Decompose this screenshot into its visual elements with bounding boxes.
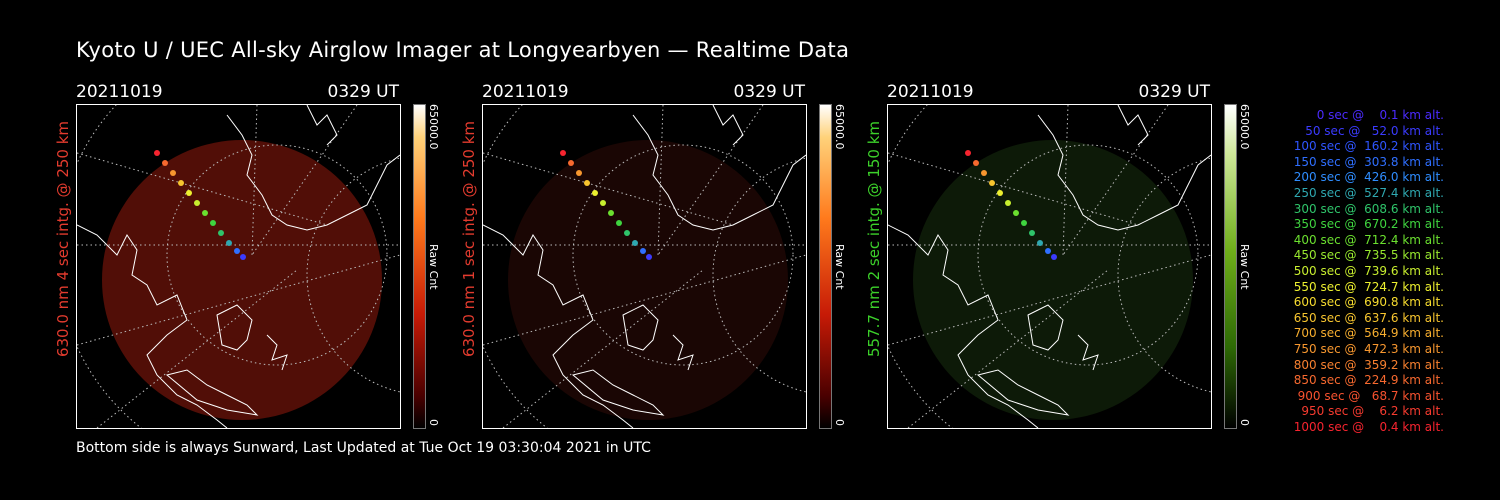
- legend-row: 550 sec @ 724.7 km alt.: [1293, 279, 1444, 294]
- legend-row: 300 sec @ 608.6 km alt.: [1293, 201, 1444, 216]
- panel-1-image: [76, 104, 401, 429]
- panel-1-cbar-min: 0: [427, 419, 440, 426]
- panel-3-map: [888, 105, 1211, 428]
- panel-1-cbar-unit: Raw Cnt: [427, 244, 440, 290]
- panel-3-time: 0329 UT: [1138, 82, 1211, 102]
- panel-2-time: 0329 UT: [733, 82, 806, 102]
- airglow-field: [508, 140, 788, 420]
- panel-1-date: 20211019: [76, 82, 163, 102]
- trajectory: [154, 150, 246, 260]
- legend-row: 50 sec @ 52.0 km alt.: [1305, 123, 1444, 138]
- legend-row: 950 sec @ 6.2 km alt.: [1301, 404, 1444, 419]
- legend-row: 350 sec @ 670.2 km alt.: [1293, 217, 1444, 232]
- panel-2-image: [482, 104, 807, 429]
- legend-row: 500 sec @ 739.6 km alt.: [1293, 264, 1444, 278]
- panel-1-time: 0329 UT: [327, 82, 400, 102]
- legend-row: 200 sec @ 426.0 km alt.: [1293, 170, 1444, 185]
- panel-3-image: [887, 104, 1212, 429]
- legend-row: 150 sec @ 303.8 km alt.: [1293, 154, 1444, 169]
- legend-row: 600 sec @ 690.8 km alt.: [1293, 295, 1444, 310]
- panel-3-date: 20211019: [887, 82, 974, 102]
- panel-2-map: [483, 105, 806, 428]
- altitude-legend: 0 sec @ 0.1 km alt. 50 sec @ 52.0 km alt.…: [1212, 108, 1444, 438]
- panel-1-colorbar: [413, 104, 426, 429]
- trajectory: [560, 150, 652, 260]
- panel-1-ylabel: 630.0 nm 4 sec intg. @ 250 km: [54, 120, 72, 358]
- grid-lines: [77, 105, 400, 428]
- coastline: [888, 105, 1211, 428]
- legend-row: 900 sec @ 68.7 km alt.: [1297, 388, 1444, 403]
- panel-2-cbar-min: 0: [833, 419, 846, 426]
- legend-row: 750 sec @ 472.3 km alt.: [1293, 342, 1444, 356]
- legend-row: 650 sec @ 637.6 km alt.: [1293, 310, 1444, 325]
- coastline: [483, 105, 806, 428]
- panel-2-ylabel: 630.0 nm 1 sec intg. @ 250 km: [460, 120, 478, 358]
- legend-row: 800 sec @ 359.2 km alt.: [1293, 357, 1444, 372]
- legend-row: 100 sec @ 160.2 km alt.: [1293, 139, 1444, 154]
- legend-row: 0 sec @ 0.1 km alt.: [1316, 108, 1444, 122]
- legend-row: 1000 sec @ 0.4 km alt.: [1293, 420, 1444, 434]
- coastline: [77, 105, 400, 428]
- legend-row: 700 sec @ 564.9 km alt.: [1293, 326, 1444, 341]
- panel-3-colorbar: [1224, 104, 1237, 429]
- panel-1-cbar-max: 65000.0: [427, 104, 440, 150]
- legend-row: 250 sec @ 527.4 km alt.: [1293, 186, 1444, 200]
- panel-2-cbar-max: 65000.0: [833, 104, 846, 150]
- panel-2-colorbar: [819, 104, 832, 429]
- grid-lines: [888, 105, 1211, 428]
- airglow-field: [102, 140, 382, 420]
- airglow-field: [913, 140, 1193, 420]
- panel-2-date: 20211019: [482, 82, 569, 102]
- legend-row: 450 sec @ 735.5 km alt.: [1293, 248, 1444, 263]
- page-title: Kyoto U / UEC All-sky Airglow Imager at …: [76, 38, 850, 62]
- panel-2-cbar-unit: Raw Cnt: [833, 244, 846, 290]
- footer-note: Bottom side is always Sunward, Last Upda…: [76, 440, 651, 456]
- panel-1-map: [77, 105, 400, 428]
- legend-row: 400 sec @ 712.4 km alt.: [1293, 232, 1444, 247]
- grid-lines: [483, 105, 806, 428]
- trajectory: [965, 150, 1057, 260]
- panel-3-ylabel: 557.7 nm 2 sec intg. @ 150 km: [865, 120, 883, 358]
- legend-row: 850 sec @ 224.9 km alt.: [1293, 373, 1444, 388]
